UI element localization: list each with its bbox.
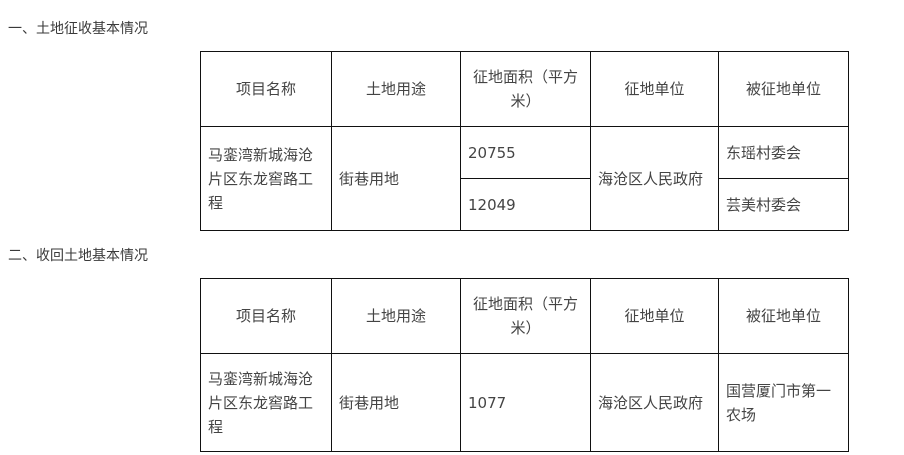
header-project: 项目名称 — [200, 51, 332, 127]
table-row: 马銮湾新城海沧片区东龙窖路工程 街巷用地 1077 海沧区人民政府 国营厦门市第… — [200, 353, 849, 452]
header-area: 征地面积（平方米） — [460, 278, 591, 354]
area: 20755 — [460, 126, 591, 179]
header-row: 项目名称 土地用途 征地面积（平方米） 征地单位 被征地单位 — [200, 51, 849, 127]
table-row: 马銮湾新城海沧片区东龙窖路工程 街巷用地 20755 海沧区人民政府 东瑶村委会 — [200, 126, 849, 231]
project-name: 马銮湾新城海沧片区东龙窖路工程 — [200, 126, 332, 231]
owner: 芸美村委会 — [718, 178, 849, 231]
header-area: 征地面积（平方米） — [460, 51, 591, 127]
land-expropriation-table: 项目名称 土地用途 征地面积（平方米） 征地单位 被征地单位 马銮湾新城海沧片区… — [200, 51, 849, 231]
section-1-title: 一、土地征收基本情况 — [8, 21, 148, 37]
land-use: 街巷用地 — [331, 126, 461, 231]
owner: 国营厦门市第一农场 — [718, 353, 849, 452]
header-unit: 征地单位 — [590, 51, 719, 127]
land-use: 街巷用地 — [331, 353, 461, 452]
header-owner: 被征地单位 — [718, 278, 849, 354]
table-row: 12049 芸美村委会 — [201, 178, 849, 231]
expropriating-unit: 海沧区人民政府 — [590, 353, 719, 452]
expropriating-unit: 海沧区人民政府 — [590, 126, 719, 231]
header-project: 项目名称 — [200, 278, 332, 354]
header-use: 土地用途 — [331, 51, 461, 127]
header-row: 项目名称 土地用途 征地面积（平方米） 征地单位 被征地单位 — [200, 278, 849, 354]
header-use: 土地用途 — [331, 278, 461, 354]
project-name: 马銮湾新城海沧片区东龙窖路工程 — [200, 353, 332, 452]
area: 12049 — [460, 178, 591, 231]
owner: 东瑶村委会 — [718, 126, 849, 179]
land-recovery-table: 项目名称 土地用途 征地面积（平方米） 征地单位 被征地单位 马銮湾新城海沧片区… — [200, 278, 849, 452]
area: 1077 — [460, 353, 591, 452]
header-owner: 被征地单位 — [718, 51, 849, 127]
section-2-title: 二、收回土地基本情况 — [8, 248, 148, 264]
header-unit: 征地单位 — [590, 278, 719, 354]
